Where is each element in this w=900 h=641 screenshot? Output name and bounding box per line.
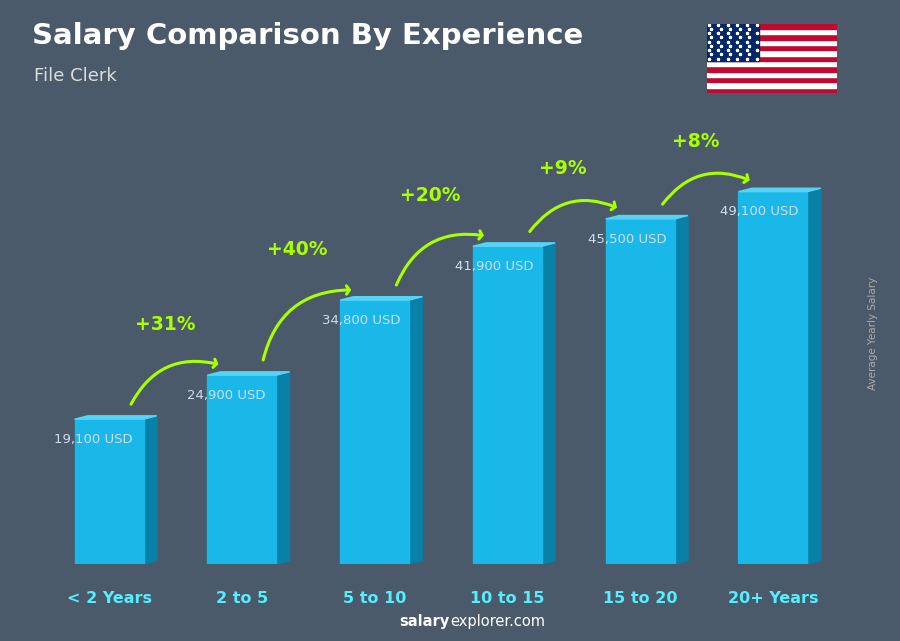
Text: salary: salary bbox=[400, 615, 450, 629]
Bar bbox=[706, 51, 837, 56]
Text: explorer.com: explorer.com bbox=[450, 615, 545, 629]
Bar bbox=[706, 82, 837, 88]
Bar bbox=[706, 61, 837, 66]
Bar bbox=[207, 375, 276, 564]
Bar bbox=[706, 56, 837, 61]
Bar bbox=[706, 72, 837, 77]
Text: +20%: +20% bbox=[400, 187, 461, 205]
Text: 10 to 15: 10 to 15 bbox=[470, 592, 544, 606]
Text: Average Yearly Salary: Average Yearly Salary bbox=[868, 277, 878, 390]
Text: 2 to 5: 2 to 5 bbox=[216, 592, 268, 606]
Text: 49,100 USD: 49,100 USD bbox=[720, 205, 799, 219]
Text: +8%: +8% bbox=[672, 131, 720, 151]
Bar bbox=[706, 24, 837, 29]
Bar bbox=[706, 88, 837, 93]
Polygon shape bbox=[738, 188, 821, 192]
Polygon shape bbox=[340, 297, 422, 300]
Text: 19,100 USD: 19,100 USD bbox=[54, 433, 132, 446]
Bar bbox=[706, 77, 837, 82]
Text: 5 to 10: 5 to 10 bbox=[343, 592, 406, 606]
Text: +9%: +9% bbox=[539, 159, 587, 178]
Polygon shape bbox=[675, 215, 688, 564]
Polygon shape bbox=[276, 372, 290, 564]
Text: 15 to 20: 15 to 20 bbox=[603, 592, 678, 606]
Polygon shape bbox=[410, 297, 422, 564]
Bar bbox=[606, 219, 675, 564]
Bar bbox=[738, 192, 807, 564]
Polygon shape bbox=[207, 372, 290, 375]
Text: 41,900 USD: 41,900 USD bbox=[454, 260, 534, 273]
Text: < 2 Years: < 2 Years bbox=[67, 592, 151, 606]
Bar bbox=[706, 40, 837, 45]
Bar bbox=[706, 45, 837, 51]
Bar bbox=[706, 29, 837, 35]
Polygon shape bbox=[807, 188, 821, 564]
Text: File Clerk: File Clerk bbox=[34, 67, 117, 85]
Bar bbox=[472, 246, 542, 564]
Bar bbox=[706, 35, 837, 40]
Text: +40%: +40% bbox=[267, 240, 328, 259]
Text: 24,900 USD: 24,900 USD bbox=[186, 389, 266, 402]
Text: 20+ Years: 20+ Years bbox=[728, 592, 818, 606]
Polygon shape bbox=[606, 215, 688, 219]
Bar bbox=[75, 419, 144, 564]
Polygon shape bbox=[472, 243, 555, 246]
Bar bbox=[340, 300, 410, 564]
Text: +31%: +31% bbox=[135, 315, 195, 334]
Polygon shape bbox=[75, 416, 157, 419]
Polygon shape bbox=[144, 416, 157, 564]
Bar bbox=[706, 24, 759, 61]
Text: 45,500 USD: 45,500 USD bbox=[588, 233, 666, 246]
Polygon shape bbox=[542, 243, 555, 564]
Bar bbox=[706, 66, 837, 72]
Text: 34,800 USD: 34,800 USD bbox=[322, 313, 400, 327]
Text: Salary Comparison By Experience: Salary Comparison By Experience bbox=[32, 22, 583, 51]
